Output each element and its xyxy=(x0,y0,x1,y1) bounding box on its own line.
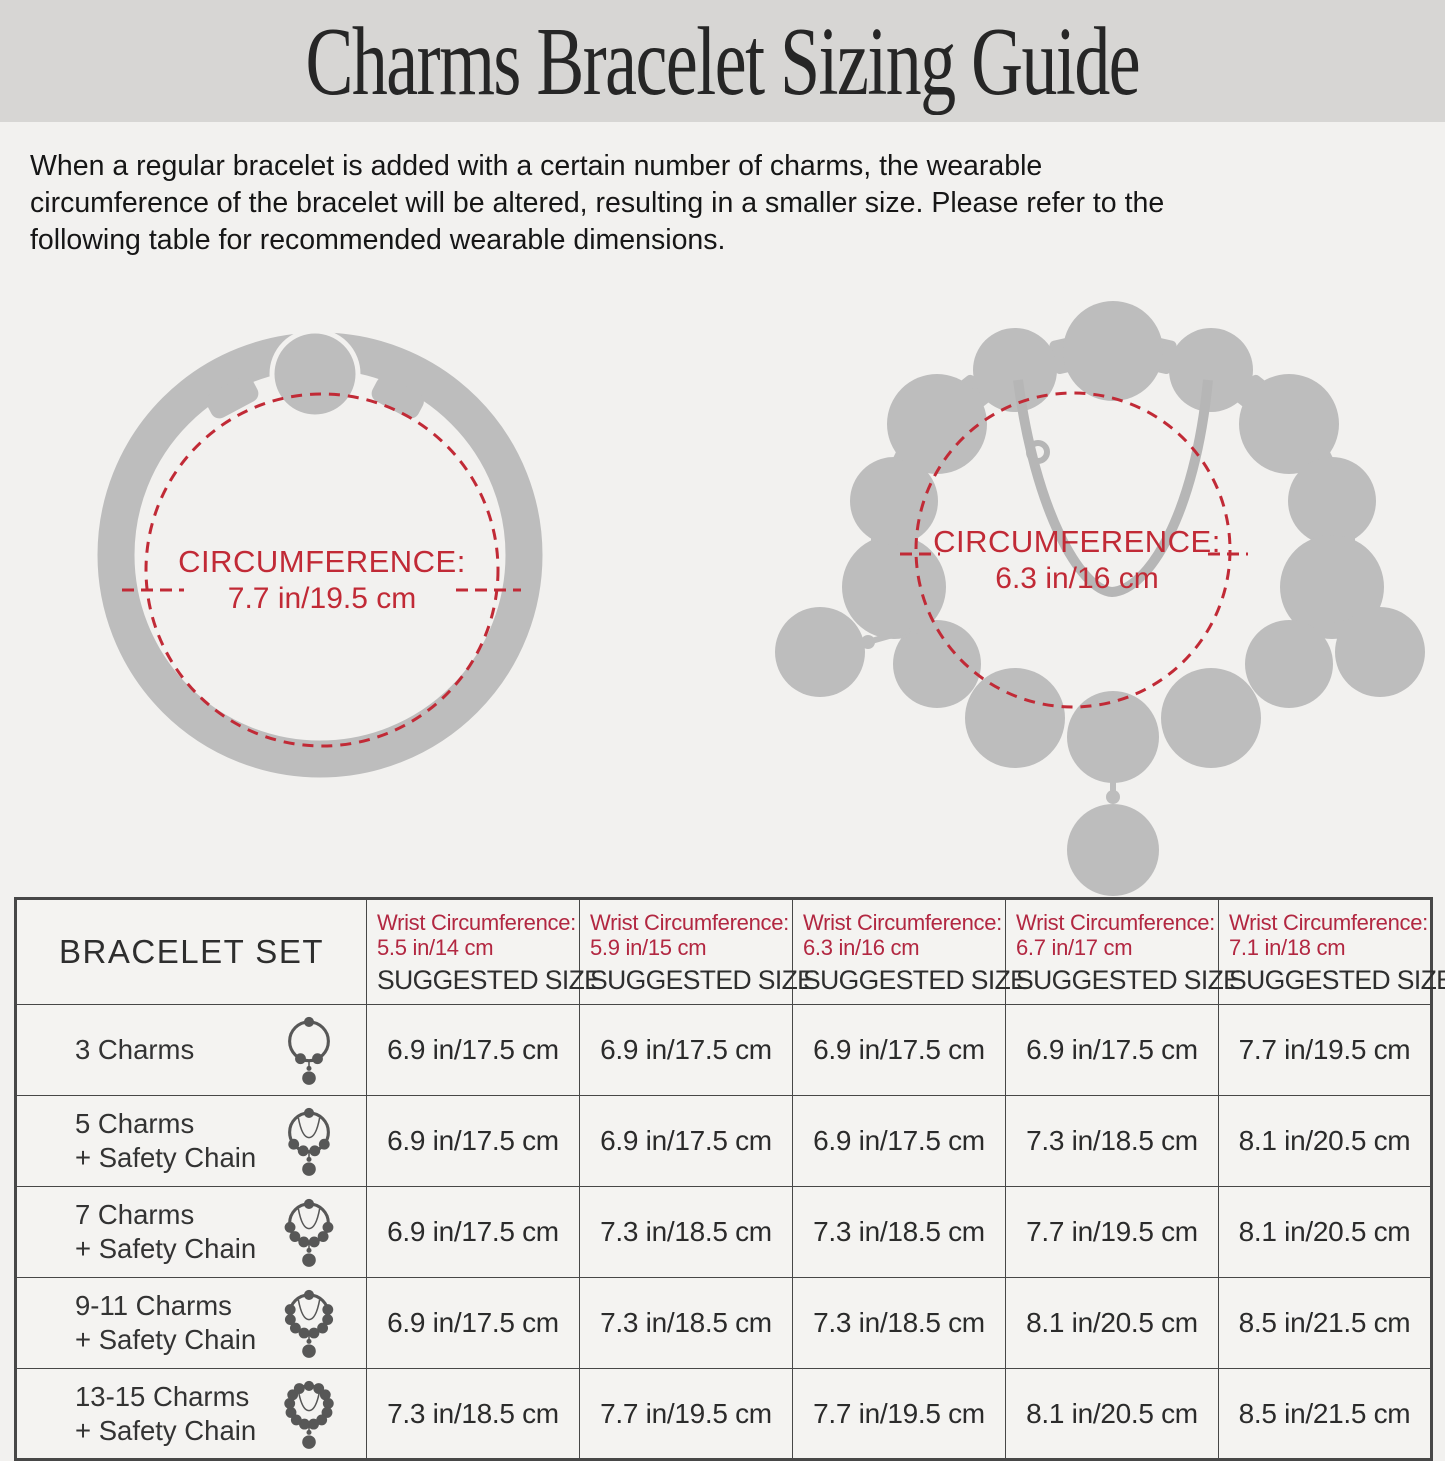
charm-bracelet-illustration xyxy=(775,301,1425,896)
circumference-caption: CIRCUMFERENCE: xyxy=(933,524,1221,559)
suggested-size-label: SUGGESTED SIZE xyxy=(1016,964,1241,995)
wrist-circumference-label: Wrist Circumference: xyxy=(1016,909,1215,935)
table-row: 3 Charms 6.9 in/17.5 cm 6.9 in/17.5 cm 6… xyxy=(15,1004,1432,1096)
table-row: 7 Charms + Safety Chain 6.9 in/17.5 cm 7.… xyxy=(15,1186,1432,1278)
suggested-size-cell: 7.3 in/18.5 cm xyxy=(792,1277,1006,1369)
bracelet-set-label: 7 Charms + Safety Chain xyxy=(75,1199,257,1264)
suggested-size-cell: 6.9 in/17.5 cm xyxy=(366,1004,580,1096)
wrist-circumference-label: Wrist Circumference: xyxy=(803,909,1002,935)
wrist-circumference-value: 6.7 in/17 cm xyxy=(1016,934,1133,960)
suggested-size-cell: 8.1 in/20.5 cm xyxy=(1005,1277,1219,1369)
wrist-circumference-label: Wrist Circumference: xyxy=(590,909,789,935)
intro-paragraph: When a regular bracelet is added with a … xyxy=(0,122,1445,277)
wrist-circumference-label: Wrist Circumference: xyxy=(377,909,576,935)
suggested-size-cell: 8.5 in/21.5 cm xyxy=(1218,1277,1432,1369)
wrist-circumference-value: 5.5 in/14 cm xyxy=(377,934,494,960)
sizing-table: BRACELET SET Wrist Circumference: 5.5 in… xyxy=(14,897,1445,1461)
suggested-size-cell: 6.9 in/17.5 cm xyxy=(579,1004,793,1096)
bracelet-set-label: 13-15 Charms + Safety Chain xyxy=(75,1380,257,1446)
bracelet-set-label: 3 Charms xyxy=(75,1034,195,1065)
suggested-size-cell: 7.3 in/18.5 cm xyxy=(579,1277,793,1369)
intro-line: When a regular bracelet is added with a … xyxy=(30,150,1043,182)
table-row: 9-11 Charms + Safety Chain 6.9 in/17.5 cm… xyxy=(15,1277,1432,1369)
safety-chain xyxy=(1013,379,1213,598)
wrist-circumference-value: 5.9 in/15 cm xyxy=(590,934,707,960)
bracelet-set-label: 9-11 Charms + Safety Chain xyxy=(75,1290,257,1355)
bracelet-set-icon xyxy=(288,1016,330,1085)
suggested-size-cell: 7.3 in/18.5 cm xyxy=(579,1186,793,1278)
wrist-column-header: Wrist Circumference: 6.3 in/16 cm SUGGES… xyxy=(793,900,1028,1004)
circumference-value: 7.7 in/19.5 cm xyxy=(227,582,417,615)
suggested-size-cell: 7.7 in/19.5 cm xyxy=(579,1368,793,1460)
circumference-dashed-circle xyxy=(144,392,500,748)
table-row: 13-15 Charms + Safety Chain 7.3 in/18.5 c… xyxy=(15,1368,1432,1460)
suggested-size-cell: 6.9 in/17.5 cm xyxy=(366,1095,580,1187)
diagram-section: CIRCUMFERENCE: 7.7 in/19.5 cm xyxy=(0,277,1445,897)
suggested-size-cell: 6.9 in/17.5 cm xyxy=(579,1095,793,1187)
bracelet-set-icon xyxy=(288,1107,330,1176)
suggested-size-cell: 6.9 in/17.5 cm xyxy=(792,1004,1006,1096)
suggested-size-cell: 7.3 in/18.5 cm xyxy=(366,1368,580,1460)
suggested-size-cell: 6.9 in/17.5 cm xyxy=(792,1095,1006,1187)
intro-line: following table for recommended wearable… xyxy=(30,224,726,256)
suggested-size-cell: 6.9 in/17.5 cm xyxy=(366,1186,580,1278)
intro-line: circumference of the bracelet will be al… xyxy=(30,187,1165,219)
wrist-column-header: Wrist Circumference: 5.9 in/15 cm SUGGES… xyxy=(580,900,815,1004)
suggested-size-cell: 7.7 in/19.5 cm xyxy=(1218,1004,1432,1096)
wrist-circumference-value: 7.1 in/18 cm xyxy=(1229,934,1346,960)
header-band: Charms Bracelet Sizing Guide xyxy=(0,0,1445,122)
suggested-size-label: SUGGESTED SIZE xyxy=(1229,964,1445,995)
suggested-size-label: SUGGESTED SIZE xyxy=(590,964,815,995)
bracelet-set-label: 5 Charms + Safety Chain xyxy=(75,1108,257,1173)
suggested-size-cell: 7.3 in/18.5 cm xyxy=(792,1186,1006,1278)
wrist-column-header: Wrist Circumference: 5.5 in/14 cm SUGGES… xyxy=(367,900,602,1004)
suggested-size-cell: 7.7 in/19.5 cm xyxy=(1005,1186,1219,1278)
suggested-size-cell: 6.9 in/17.5 cm xyxy=(1005,1004,1219,1096)
bracelet-set-icon xyxy=(284,1380,334,1449)
suggested-size-cell: 6.9 in/17.5 cm xyxy=(366,1277,580,1369)
wrist-column-header: Wrist Circumference: 6.7 in/17 cm SUGGES… xyxy=(1006,900,1241,1004)
charm-bracelet-circumference-label: CIRCUMFERENCE: 6.3 in/16 cm xyxy=(852,523,1302,597)
table-header-row: BRACELET SET Wrist Circumference: 5.5 in… xyxy=(15,898,1445,1005)
wrist-circumference-value: 6.3 in/16 cm xyxy=(803,934,920,960)
bracelet-set-icon xyxy=(284,1198,334,1267)
plain-bracelet-circumference-label: CIRCUMFERENCE: 7.7 in/19.5 cm xyxy=(97,543,547,617)
suggested-size-cell: 7.7 in/19.5 cm xyxy=(792,1368,1006,1460)
suggested-size-cell: 8.5 in/21.5 cm xyxy=(1218,1368,1432,1460)
table-row: 5 Charms + Safety Chain 6.9 in/17.5 cm 6.… xyxy=(15,1095,1432,1187)
circumference-value: 6.3 in/16 cm xyxy=(995,562,1159,595)
suggested-size-cell: 8.1 in/20.5 cm xyxy=(1218,1095,1432,1187)
wrist-circumference-label: Wrist Circumference: xyxy=(1229,909,1428,935)
plain-bracelet-illustration xyxy=(97,328,543,778)
circumference-dashed-circle xyxy=(914,391,1232,709)
circumference-caption: CIRCUMFERENCE: xyxy=(178,544,466,579)
suggested-size-cell: 8.1 in/20.5 cm xyxy=(1005,1368,1219,1460)
bracelet-set-header: BRACELET SET xyxy=(59,933,324,970)
suggested-size-label: SUGGESTED SIZE xyxy=(803,964,1028,995)
suggested-size-cell: 8.1 in/20.5 cm xyxy=(1218,1186,1432,1278)
page-title: Charms Bracelet Sizing Guide xyxy=(305,7,1141,115)
suggested-size-label: SUGGESTED SIZE xyxy=(377,964,602,995)
wrist-column-header: Wrist Circumference: 7.1 in/18 cm SUGGES… xyxy=(1219,900,1445,1004)
bracelet-set-icon xyxy=(284,1289,334,1358)
suggested-size-cell: 7.3 in/18.5 cm xyxy=(1005,1095,1219,1187)
